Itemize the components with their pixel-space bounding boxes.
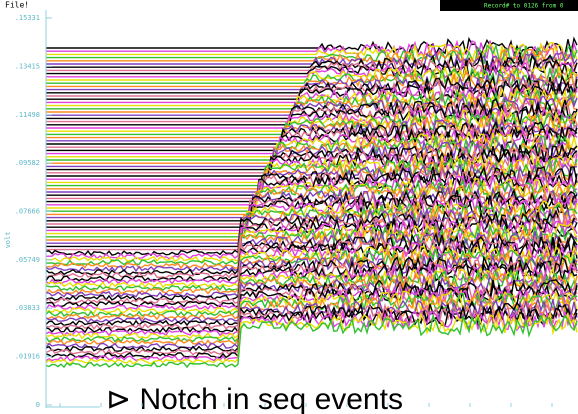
screen: File! Record# to 0126 from 0 volt ⊳ Notc…: [0, 0, 578, 414]
y-tick-label: .03833: [15, 304, 40, 312]
annotation: ⊳ Notch in seq events: [106, 383, 403, 414]
record-label: Record# to 0126 from 0: [484, 3, 564, 10]
y-axis-label: volt: [4, 232, 12, 249]
y-tick-label: .13415: [15, 62, 40, 70]
file-label: File!: [5, 1, 29, 10]
y-tick-label: .15331: [15, 14, 40, 22]
y-tick-label: .05749: [15, 256, 40, 264]
y-tick-label: .11498: [15, 111, 40, 119]
y-tick-label: .07666: [15, 207, 40, 215]
y-tick-label: 0: [36, 401, 40, 409]
y-tick-label: .01916: [15, 353, 40, 361]
y-tick-label: .09582: [15, 159, 40, 167]
